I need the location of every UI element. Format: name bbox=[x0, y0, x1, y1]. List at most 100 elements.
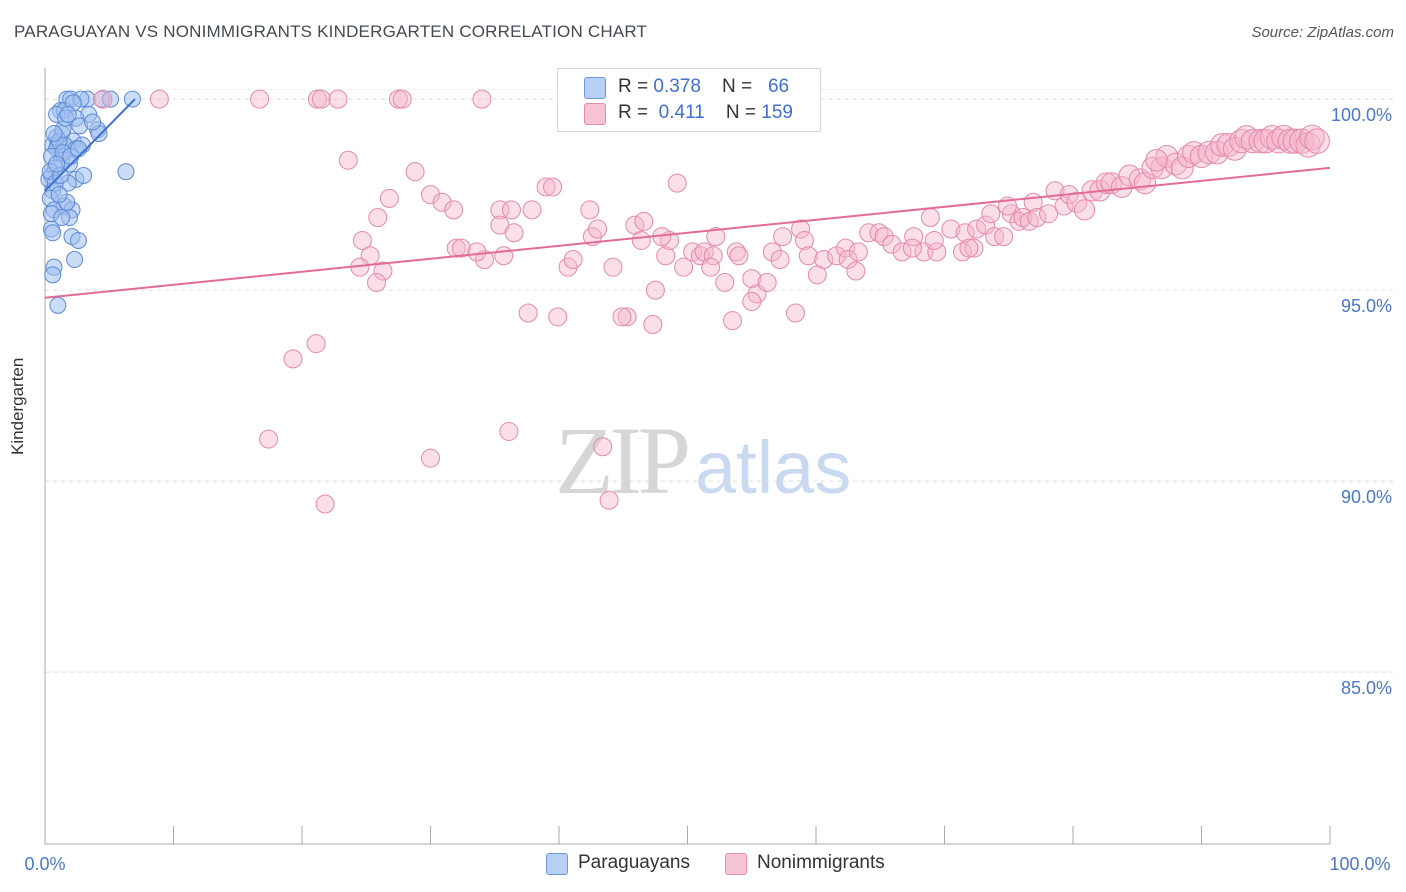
nonimmigrant-point bbox=[580, 200, 600, 220]
nonimmigrant-point bbox=[472, 89, 492, 109]
chart-title: PARAGUAYAN VS NONIMMIGRANTS KINDERGARTEN… bbox=[14, 22, 648, 41]
paraguayan-point bbox=[49, 296, 67, 314]
legend-r-value: 0.378 bbox=[653, 76, 701, 97]
nonimmigrant-point bbox=[259, 429, 279, 449]
legend-text: R = 0.378 N = 66 bbox=[618, 76, 789, 98]
nonimmigrant-trendline bbox=[44, 166, 1331, 299]
nonimmigrant-point bbox=[773, 227, 793, 247]
nonimmigrant-point bbox=[836, 238, 856, 258]
nonimmigrant-point bbox=[563, 250, 583, 270]
y-tick-label: 95.0% bbox=[1341, 296, 1392, 316]
nonimmigrant-point bbox=[882, 234, 902, 254]
nonimmigrant-point bbox=[1027, 208, 1047, 228]
nonimmigrant-point bbox=[593, 437, 613, 457]
paraguayan-point bbox=[69, 140, 87, 158]
nonimmigrant-point bbox=[93, 89, 113, 109]
nonimmigrant-point bbox=[785, 303, 805, 323]
legend-r-value: 0.411 bbox=[658, 102, 705, 123]
nonimmigrant-point bbox=[807, 265, 827, 285]
legend-r-label: R = bbox=[618, 102, 654, 123]
nonimmigrant-point bbox=[892, 242, 912, 262]
nonimmigrant-point bbox=[981, 204, 1001, 224]
paraguayan-point bbox=[102, 90, 120, 108]
nonimmigrant-point bbox=[352, 230, 372, 250]
nonimmigrant-point bbox=[306, 334, 326, 354]
nonimmigrant-point bbox=[612, 307, 632, 327]
nonimmigrant-point bbox=[634, 211, 654, 231]
trend-layer bbox=[44, 98, 1331, 299]
nonimmigrant-point bbox=[645, 280, 665, 300]
nonimmigrant-point bbox=[656, 246, 676, 266]
nonimmigrant-point bbox=[1073, 199, 1096, 221]
nonimmigrant-point bbox=[706, 227, 726, 247]
watermark-atlas: atlas bbox=[695, 426, 852, 509]
nonimmigrant-point bbox=[338, 150, 358, 170]
bottom-swatch-pink bbox=[725, 853, 747, 875]
nonimmigrant-point bbox=[1240, 128, 1266, 154]
nonimmigrant-point bbox=[444, 200, 464, 220]
nonimmigrant-point bbox=[955, 223, 975, 243]
nonimmigrant-point bbox=[643, 314, 663, 334]
nonimmigrant-point bbox=[1145, 148, 1168, 172]
nonimmigrant-point bbox=[315, 494, 335, 514]
y-tick-label: 85.0% bbox=[1341, 678, 1392, 698]
nonimmigrant-point bbox=[1299, 124, 1325, 151]
legend-r-label: R = bbox=[618, 76, 654, 97]
nonimmigrant-point bbox=[1234, 125, 1259, 150]
x-tick-label: 0.0% bbox=[24, 854, 65, 874]
nonimmigrant-point bbox=[499, 421, 519, 441]
paraguayan-point bbox=[59, 105, 77, 123]
paraguayan-point bbox=[45, 124, 63, 142]
nonimmigrant-point bbox=[715, 272, 735, 292]
nonimmigrant-point bbox=[599, 490, 619, 510]
paraguayan-point bbox=[117, 163, 135, 181]
nonimmigrant-point bbox=[379, 188, 399, 208]
nonimmigrant-point bbox=[791, 219, 811, 239]
bottom-legend-label: Paraguayans bbox=[578, 852, 690, 873]
nonimmigrant-point bbox=[762, 242, 782, 262]
nonimmigrant-point bbox=[846, 261, 866, 281]
nonimmigrant-point bbox=[328, 89, 348, 109]
legend-swatch-blue bbox=[584, 77, 606, 99]
nonimmigrant-point bbox=[794, 230, 814, 250]
nonimmigrant-point bbox=[311, 89, 331, 109]
legend-n-value: 66 bbox=[767, 76, 790, 97]
nonimmigrant-point bbox=[703, 246, 723, 266]
paraguayan-point bbox=[84, 113, 102, 131]
nonimmigrant-point bbox=[501, 200, 521, 220]
axis-layer: 100.0% 95.0% 90.0% 85.0% 0.0% 100.0% bbox=[24, 68, 1392, 874]
y-axis-label: Kindergarten bbox=[8, 357, 27, 455]
nonimmigrant-point bbox=[451, 238, 471, 258]
nonimmigrant-point bbox=[588, 219, 608, 239]
nonimmigrant-point bbox=[701, 257, 721, 277]
nonimmigrant-point bbox=[838, 250, 858, 270]
x-tick-label: 100.0% bbox=[1329, 854, 1390, 874]
nonimmigrant-point bbox=[149, 89, 169, 109]
nonimmigrant-point bbox=[603, 257, 623, 277]
nonimmigrant-point bbox=[959, 238, 979, 258]
nonimmigrant-point bbox=[941, 219, 961, 239]
legend-n-label: N = bbox=[722, 76, 758, 97]
nonimmigrant-point bbox=[536, 177, 556, 197]
legend-n-value: 159 bbox=[761, 102, 793, 123]
y-tick-label: 100.0% bbox=[1331, 105, 1392, 125]
nonimmigrant-point bbox=[874, 227, 894, 247]
paraguayan-point bbox=[53, 209, 71, 227]
bottom-swatch-blue bbox=[546, 853, 568, 875]
legend-n-label: N = bbox=[725, 102, 762, 123]
nonimmigrant-point bbox=[543, 177, 563, 197]
nonimmigrant-point bbox=[1066, 191, 1088, 213]
points-layer bbox=[40, 89, 1330, 514]
nonimmigrant-point bbox=[994, 227, 1014, 247]
nonimmigrant-point bbox=[617, 307, 637, 327]
nonimmigrant-point bbox=[367, 272, 387, 292]
nonimmigrant-point bbox=[722, 311, 742, 331]
nonimmigrant-point bbox=[368, 208, 388, 228]
paraguayan-point bbox=[48, 155, 66, 173]
nonimmigrant-point bbox=[421, 185, 440, 205]
paraguayan-point bbox=[75, 167, 93, 184]
source-label: Source: ZipAtlas.com bbox=[1251, 24, 1394, 41]
nonimmigrant-point bbox=[667, 173, 687, 193]
nonimmigrant-point bbox=[1054, 196, 1074, 216]
paraguayan-point bbox=[44, 266, 62, 284]
